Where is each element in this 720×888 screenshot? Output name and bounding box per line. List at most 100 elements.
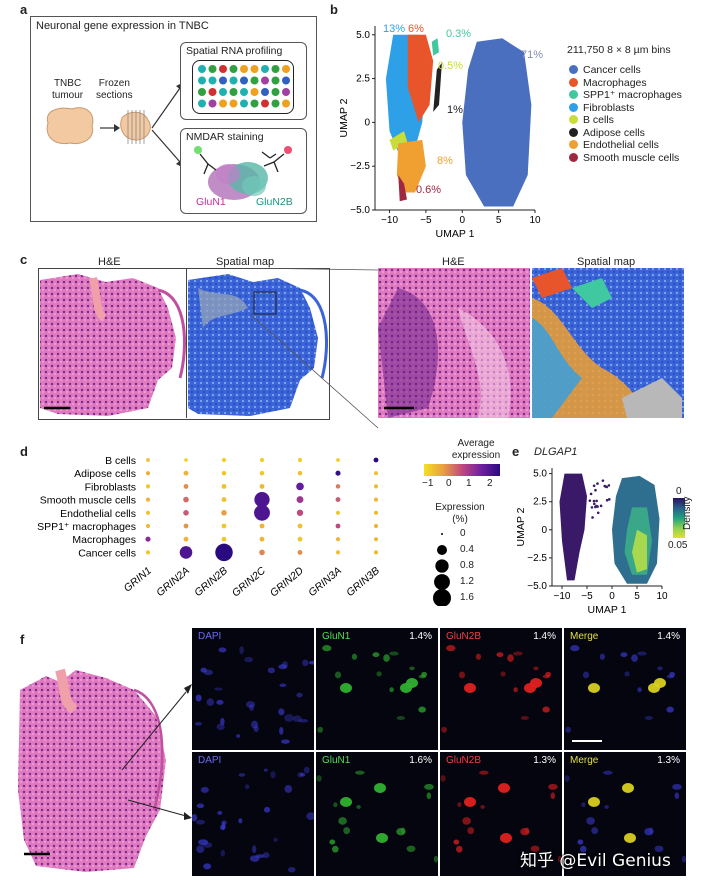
size-legend-3: 1.2 [460,576,474,587]
density-title: Density [682,496,693,530]
cell-nucleus [238,818,243,824]
x-tick-label: 0 [609,591,615,602]
density-tick-1: 0.05 [668,540,688,551]
chip-spot [282,99,290,108]
chip-spot [229,76,238,85]
f-r2-merge: Merge 1.3% [564,752,686,876]
cell-nucleus [631,654,638,662]
dot-mark [184,458,188,462]
dot-mark [145,523,151,529]
cell-nucleus [507,654,514,662]
dot-mark [296,509,304,516]
dot-mark [296,496,304,504]
density-outlier-point [593,502,596,506]
f-r2-glun2b-label: GluN2B [446,755,482,766]
cell-nucleus [196,819,205,825]
positive-cell [340,797,352,807]
chip-spot [208,88,217,96]
cell-nucleus [599,653,606,660]
density-outlier-point [599,504,603,508]
frozen-section-icon [120,111,151,141]
dot-mark [297,470,303,476]
dot-mark [145,497,151,502]
nmdar-receptor-icon [194,146,292,200]
glun1-label-a: GluN1 [196,196,226,208]
cell-nucleus [245,784,250,790]
x-tick-label: GRIN2C [230,564,268,599]
dot-mark [373,523,379,529]
f-r2-merge-label: Merge [570,755,599,766]
panel-e-label: e [512,444,520,459]
positive-cell [340,683,352,693]
cell-nucleus [396,716,405,720]
cell-nucleus [441,726,448,733]
cell-nucleus [666,674,675,679]
cell-nucleus [453,839,460,845]
cell-nucleus [533,666,539,671]
umap-e-plot: −10 −5 0 5 10 5.0 2.5 0 −2.5 −5.0 UMAP 1 UMAP 2 [515,468,668,616]
chip-spot [250,65,259,73]
pct-bcells: 0.5% [438,60,464,72]
cell-nucleus [582,671,590,679]
cell-nucleus [273,837,278,842]
f-r2-glun1-pct: 1.6% [409,755,432,766]
x-tick-label: 0 [459,215,465,226]
positive-cell [498,783,510,793]
y-axis-label: UMAP 2 [515,507,527,546]
umap-b-legend: Cancer cells Macrophages SPP1⁺ macrophages… [569,64,719,174]
size-legend-dot [434,574,450,590]
cell-nucleus [406,845,416,852]
y-axis-label: UMAP 2 [338,98,350,137]
cell-nucleus [389,687,394,693]
positive-cell [374,783,386,793]
positive-cell [588,683,600,693]
cell-nucleus [196,845,205,854]
cell-nucleus [657,666,663,671]
positive-cell [406,678,418,688]
chip-spot [282,76,290,85]
chip-spot [240,88,248,96]
f-r1-merge: Merge 1.4% [564,628,686,750]
legend-label: SPP1⁺ macrophages [583,89,682,101]
cell-nucleus [334,671,342,679]
f-r2-glun2b: GluN2B 1.3% [440,752,562,876]
cell-nucleus [263,806,271,813]
dot-mark [373,484,379,489]
panel-f-label: f [20,632,25,647]
cell-nucleus [252,845,257,854]
cell-nucleus [244,656,254,663]
f-he-section [18,668,192,872]
cell-nucleus [298,718,309,723]
legend-label: Adipose cells [583,126,645,139]
dot-mark [254,504,270,521]
positive-cell [622,783,634,793]
density-outlier-point [595,499,598,503]
cell-nucleus [520,716,529,720]
cell-nucleus [263,768,268,772]
tumour-icon [46,107,94,145]
f-r1-dapi: DAPI [192,628,314,750]
chip-spot [250,99,259,108]
cell-nucleus [479,770,489,775]
y-tick-label: 0 [541,525,547,536]
cell-nucleus [270,771,276,779]
chip-spot [261,88,269,96]
cell-nucleus [284,784,293,793]
pct-cancer: 71% [521,49,544,61]
dot-mark [373,510,379,515]
dot-mark [145,484,151,489]
y-tick-label: Cancer cells [78,547,136,559]
cluster-smooth [398,174,407,202]
chip-spot [219,65,227,73]
legend-item: Smooth muscle cells [569,152,679,164]
avg-expr-title: Average expression [451,438,501,461]
cell-nucleus [322,645,332,652]
size-legend-4: 1.6 [460,592,474,603]
cell-nucleus [338,817,347,825]
f-r1-merge-pct: 1.4% [657,631,680,642]
cell-nucleus [220,849,226,857]
density-outlier-point [594,488,597,492]
he-tissue [40,274,176,416]
x-tick-label: GRIN3A [306,565,344,599]
